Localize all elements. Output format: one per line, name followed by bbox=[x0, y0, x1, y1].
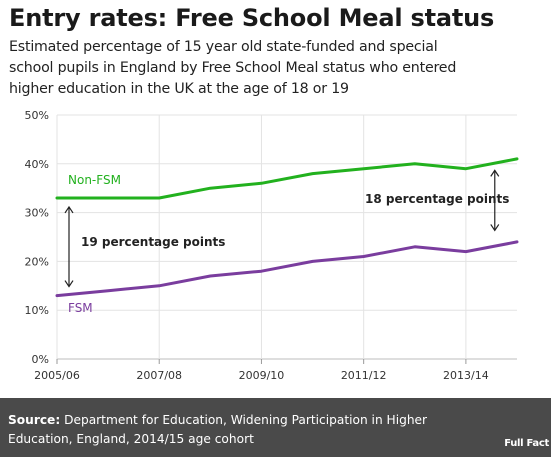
subtitle-line-1: Estimated percentage of 15 year old stat… bbox=[9, 39, 438, 55]
annotations: 19 percentage points 18 percentage points bbox=[64, 169, 509, 288]
source-text: Department for Education, Widening Parti… bbox=[8, 413, 428, 446]
subtitle-line-2: school pupils in England by Free School … bbox=[9, 60, 457, 76]
series-label-fsm: FSM bbox=[68, 301, 93, 315]
series-label-non-fsm: Non-FSM bbox=[68, 173, 121, 187]
y-tick-label: 30% bbox=[25, 207, 49, 220]
gap-arrow-left-head-bottom bbox=[64, 280, 74, 288]
chart-title: Entry rates: Free School Meal status bbox=[9, 4, 495, 32]
gap-arrow-left-head-top bbox=[64, 205, 74, 214]
chart-subtitle: Estimated percentage of 15 year old stat… bbox=[9, 37, 544, 100]
footer: Source: Department for Education, Wideni… bbox=[0, 398, 551, 457]
x-tick-label: 2011/12 bbox=[341, 369, 387, 382]
gap-arrow-right-head-top bbox=[490, 169, 500, 177]
annotation-label-right: 18 percentage points bbox=[365, 192, 509, 206]
y-tick-label: 40% bbox=[25, 158, 49, 171]
x-tick-label: 2009/10 bbox=[239, 369, 285, 382]
gridlines bbox=[56, 114, 517, 360]
y-axis-ticks: 0% 10% 20% 30% 40% 50% bbox=[25, 109, 49, 366]
y-tick-label: 50% bbox=[25, 109, 49, 122]
x-tick-label: 2005/06 bbox=[34, 369, 80, 382]
series-lines: Non-FSM FSM bbox=[55, 157, 519, 315]
x-tick-label: 2013/14 bbox=[443, 369, 489, 382]
line-chart: 0%10%20%30%40%50% 2005/06 2007/08 2009/10 2… bbox=[25, 109, 519, 382]
series-line-non-fsm bbox=[55, 157, 519, 200]
gap-arrow-right-head-bottom bbox=[490, 224, 500, 232]
y-tick-label: 0% bbox=[32, 353, 49, 366]
y-tick-label: 20% bbox=[25, 255, 49, 268]
source-note: Source: Department for Education, Wideni… bbox=[8, 411, 488, 449]
series-line-fsm bbox=[55, 240, 519, 298]
x-axis-ticks: 2005/06 2007/08 2009/10 2011/12 2013/14 bbox=[34, 359, 489, 382]
annotation-label-left: 19 percentage points bbox=[81, 235, 225, 249]
subtitle-line-3: higher education in the UK at the age of… bbox=[9, 81, 349, 97]
full-fact-logo: Full Fact bbox=[504, 438, 549, 449]
x-tick-label: 2007/08 bbox=[136, 369, 182, 382]
source-label: Source: bbox=[8, 413, 61, 427]
y-tick-label: 10% bbox=[25, 304, 49, 317]
